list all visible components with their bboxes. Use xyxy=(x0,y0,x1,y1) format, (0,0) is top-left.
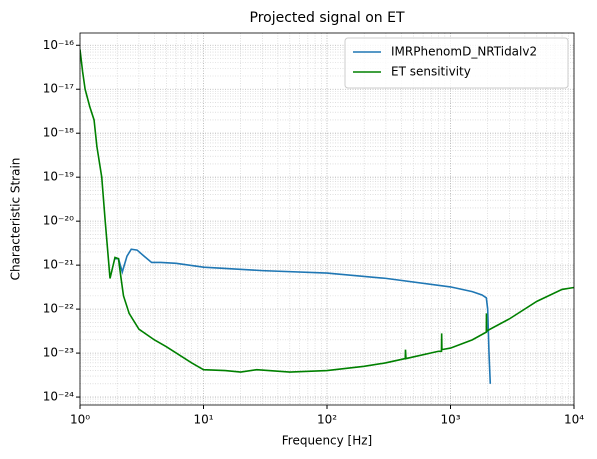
y-tick-label: 10⁻¹⁸ xyxy=(43,126,74,140)
x-tick-label: 10⁰ xyxy=(70,413,90,427)
y-tick-label: 10⁻¹⁷ xyxy=(43,82,74,96)
legend-box xyxy=(344,37,569,89)
legend-label: ET sensitivity xyxy=(391,65,471,79)
y-tick-label: 10⁻²³ xyxy=(43,346,74,360)
chart-title: Projected signal on ET xyxy=(250,10,405,26)
x-tick-label: 10⁴ xyxy=(564,413,584,427)
series-line xyxy=(114,248,492,384)
y-tick-label: 10⁻¹⁶ xyxy=(43,38,74,52)
series-line xyxy=(80,49,574,373)
y-tick-label: 10⁻²¹ xyxy=(43,258,74,272)
legend-label: IMRPhenomD_NRTidalv2 xyxy=(391,45,537,59)
plot-frame xyxy=(79,32,575,406)
y-tick-label: 10⁻²⁴ xyxy=(43,390,74,404)
y-tick-label: 10⁻²⁰ xyxy=(43,214,74,228)
y-tick-label: 10⁻¹⁹ xyxy=(43,170,74,184)
x-tick-label: 10² xyxy=(317,413,337,427)
x-tick-label: 10¹ xyxy=(193,413,213,427)
y-axis-label: Characteristic Strain xyxy=(9,158,23,281)
y-tick-label: 10⁻²² xyxy=(43,302,74,316)
x-axis-label: Frequency [Hz] xyxy=(282,434,373,448)
x-tick-label: 10³ xyxy=(440,413,460,427)
